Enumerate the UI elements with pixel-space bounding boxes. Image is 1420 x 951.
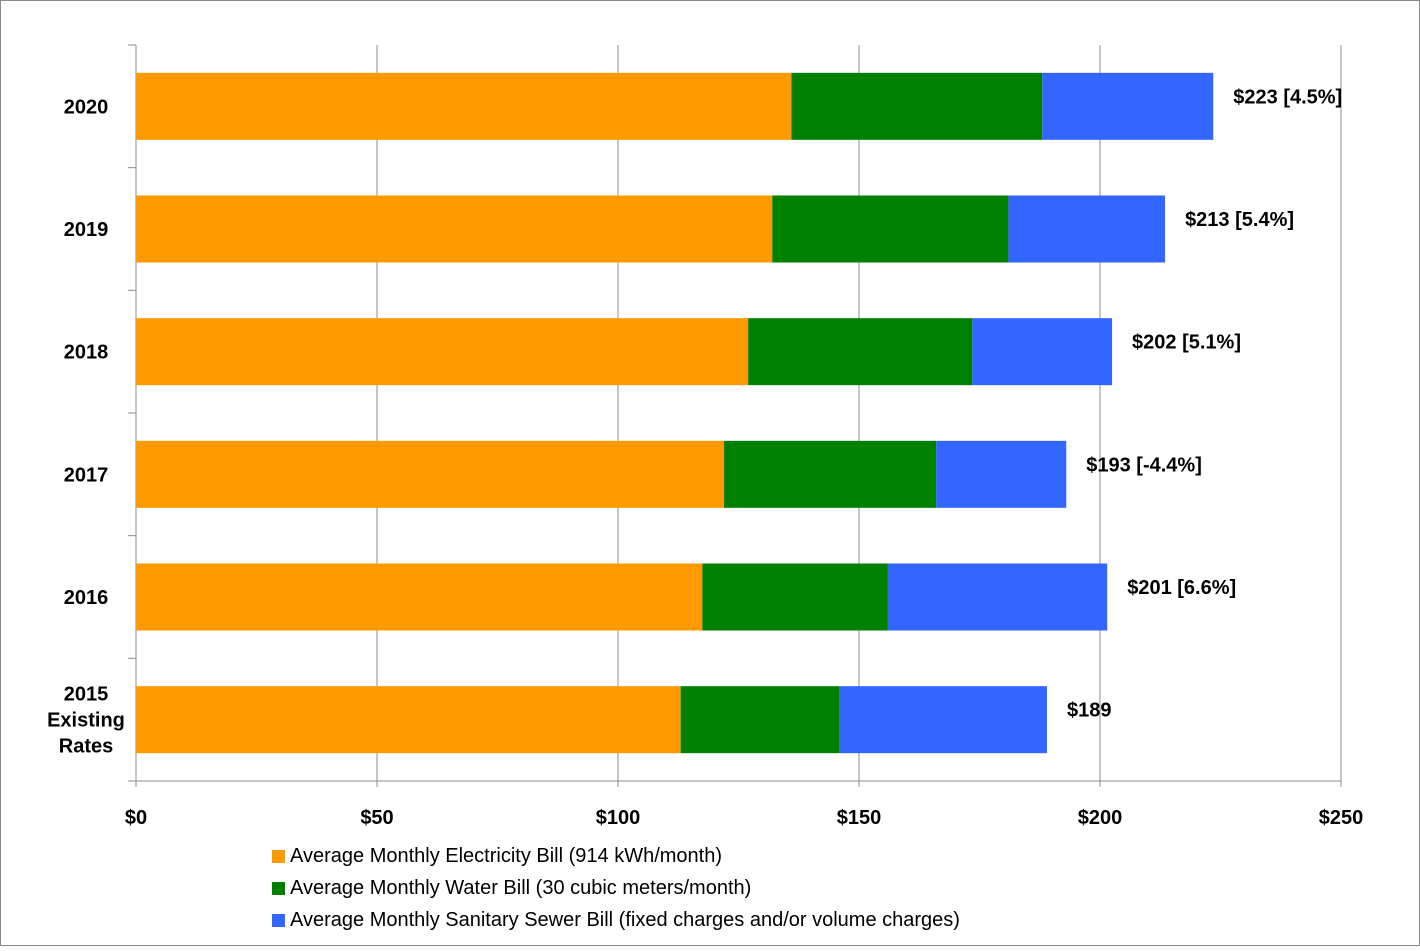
x-tick-label: $200 xyxy=(1078,807,1123,829)
bar-segment-series-1 xyxy=(136,440,725,508)
gridlines xyxy=(376,45,1342,781)
bar-segment-series-3 xyxy=(936,440,1067,508)
total-data-label: $213 [5.4%] xyxy=(1185,209,1294,231)
x-tick-label: $0 xyxy=(125,807,147,829)
category-label-line: 2015 xyxy=(64,684,109,706)
bar-segment-series-2 xyxy=(791,72,1043,140)
total-data-label: $193 [-4.4%] xyxy=(1086,454,1202,476)
total-data-label: $202 [5.1%] xyxy=(1132,332,1241,354)
bar-segment-series-1 xyxy=(136,686,681,754)
legend-swatch-series-2 xyxy=(272,882,285,895)
bar-segment-series-2 xyxy=(680,686,840,754)
bar-segment-series-3 xyxy=(1042,72,1214,140)
category-label-line: 2020 xyxy=(64,96,109,118)
x-tick-label: $100 xyxy=(596,807,641,829)
legend-label-series-2: Average Monthly Water Bill (30 cubic met… xyxy=(290,877,751,899)
x-tick-label: $50 xyxy=(360,807,393,829)
bar-segment-series-1 xyxy=(136,318,749,386)
category-label: 2020 xyxy=(64,96,109,118)
category-label: 2019 xyxy=(64,219,109,241)
category-label: 2015 Existing Rates xyxy=(47,684,125,758)
bar-segment-series-2 xyxy=(772,195,1009,263)
bar-segment-series-3 xyxy=(972,318,1113,386)
category-label-line: 2016 xyxy=(64,587,109,609)
total-data-label: $201 [6.6%] xyxy=(1127,577,1236,599)
bar-segment-series-2 xyxy=(702,563,888,631)
category-label-line: Rates xyxy=(59,736,113,758)
data-labels: $189 $201 [6.6%] $193 [-4.4%] $202 [5.1%] $2… xyxy=(1067,86,1342,721)
legend-label-series-1: Average Monthly Electricity Bill (914 kW… xyxy=(290,845,722,867)
legend-swatch-series-1 xyxy=(272,850,285,863)
bar-segment-series-3 xyxy=(887,563,1108,631)
total-data-label: $189 xyxy=(1067,700,1112,722)
x-tick-label: $250 xyxy=(1319,807,1364,829)
legend: Average Monthly Electricity Bill (914 kW… xyxy=(272,845,960,931)
bar-segment-series-1 xyxy=(136,72,792,140)
legend-label-series-3: Average Monthly Sanitary Sewer Bill (fix… xyxy=(290,909,960,931)
bar-segment-series-3 xyxy=(839,686,1047,754)
bar-segment-series-1 xyxy=(136,563,703,631)
category-label: 2016 xyxy=(64,587,109,609)
total-data-label: $223 [4.5%] xyxy=(1233,86,1342,108)
category-label-line: 2019 xyxy=(64,219,109,241)
category-label: 2018 xyxy=(64,342,109,364)
bar-segment-series-1 xyxy=(136,195,773,263)
category-label-line: Existing xyxy=(47,710,125,732)
bar-segment-series-2 xyxy=(724,440,937,508)
bar-segment-series-3 xyxy=(1008,195,1166,263)
bar-segment-series-2 xyxy=(748,318,973,386)
category-label-line: 2017 xyxy=(64,464,109,486)
x-tick-label: $150 xyxy=(837,807,882,829)
bars xyxy=(136,72,1214,754)
legend-swatch-series-3 xyxy=(272,914,285,927)
category-label: 2017 xyxy=(64,464,109,486)
category-label-line: 2018 xyxy=(64,342,109,364)
